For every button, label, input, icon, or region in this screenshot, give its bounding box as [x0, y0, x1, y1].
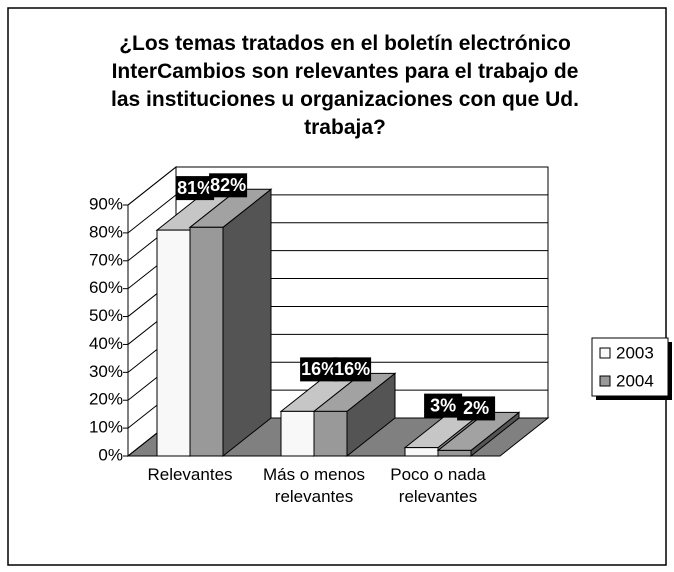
x-tick-label: Poco o nada relevantes [390, 465, 486, 506]
y-tick-label: 50% [89, 306, 123, 325]
bar [189, 226, 224, 457]
legend-swatch [599, 347, 611, 359]
bar [280, 410, 315, 457]
data-label: 82% [210, 175, 246, 195]
y-tick-label: 10% [89, 418, 123, 437]
data-label-box [209, 173, 248, 198]
y-tick-label: 30% [89, 362, 123, 381]
legend-label: 2004 [616, 371, 654, 390]
x-tick-label: Relevantes [147, 465, 233, 484]
data-label-box [424, 393, 463, 418]
data-label: 3% [430, 395, 456, 415]
data-label-box [176, 176, 215, 201]
data-label: 81% [177, 178, 213, 198]
bar [313, 410, 348, 457]
bar [156, 229, 191, 457]
data-label-box [300, 357, 339, 382]
bar-side [222, 188, 272, 458]
grid-line [127, 194, 548, 234]
y-tick-label: 80% [89, 222, 123, 241]
data-label: 16% [301, 359, 337, 379]
data-label-box [457, 396, 496, 421]
y-tick-label: 70% [89, 250, 123, 269]
y-tick-label: 0% [98, 445, 123, 464]
y-tick-label: 20% [89, 390, 123, 409]
legend-swatch [599, 375, 611, 387]
grid-line [127, 166, 548, 206]
legend-label: 2003 [616, 343, 654, 362]
data-label-box [333, 357, 372, 382]
data-label: 16% [334, 359, 370, 379]
y-tick-label: 40% [89, 334, 123, 353]
bar [437, 449, 472, 457]
data-label: 2% [463, 398, 489, 418]
chart-title: ¿Los temas tratados en el boletín electr… [111, 32, 579, 139]
bar [404, 447, 439, 457]
y-tick-label: 90% [89, 194, 123, 213]
x-tick-label: Más o menos relevantes [262, 465, 366, 506]
y-tick-label: 60% [89, 278, 123, 297]
